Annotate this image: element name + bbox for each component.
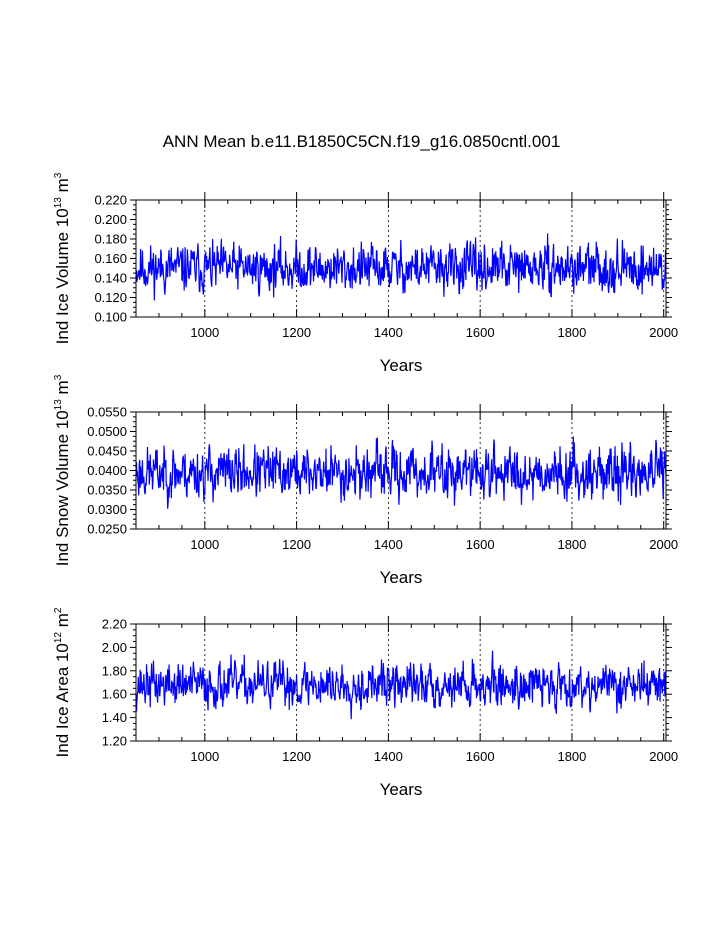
ice-volume-y-tick-label: 0.120 <box>94 290 127 305</box>
snow-volume-x-tick-label: 2000 <box>649 537 678 552</box>
ice-volume-x-tick-label: 2000 <box>649 325 678 340</box>
ice-volume-x-tick-label: 1000 <box>190 325 219 340</box>
ice-area-x-axis-label: Years <box>380 780 423 799</box>
ice-area-x-tick-label: 2000 <box>649 749 678 764</box>
ice-area-series-line <box>135 650 667 720</box>
ice-area-x-tick-label: 1200 <box>282 749 311 764</box>
ice-area-y-axis-label: Ind Ice Area 1012 m2 <box>53 607 72 757</box>
ice-volume-panel: 1000 1200 1400 1600 1800 2000 0.100 0.120 0.140 0… <box>0 172 723 397</box>
snow-volume-series-line <box>135 436 667 509</box>
ice-area-x-tick-label: 1400 <box>374 749 403 764</box>
snow-volume-panel: 1000 1200 1400 1600 1800 2000 0.0250 0.0300 0.03… <box>0 374 723 609</box>
ice-volume-y-tick-label: 0.100 <box>94 310 127 325</box>
snow-volume-y-tick-label: 0.0250 <box>87 522 127 537</box>
ice-volume-y-tick-label: 0.200 <box>94 212 127 227</box>
snow-volume-x-tick-label: 1200 <box>282 537 311 552</box>
ice-volume-y-axis-label: Ind Ice Volume 1013 m3 <box>53 172 72 344</box>
snow-volume-x-tick-label: 1800 <box>557 537 586 552</box>
ice-volume-y-tick-label: 0.140 <box>94 271 127 286</box>
ice-area-y-tick-label: 1.80 <box>102 663 127 678</box>
ice-volume-x-tick-label: 1800 <box>557 325 586 340</box>
snow-volume-y-axis-label: Ind Snow Volume 1013 m3 <box>53 374 72 566</box>
ice-area-y-tick-label: 2.20 <box>102 617 127 632</box>
snow-volume-x-tick-label: 1400 <box>374 537 403 552</box>
snow-volume-y-tick-label: 0.0350 <box>87 483 127 498</box>
snow-volume-x-tick-label: 1600 <box>466 537 495 552</box>
ice-volume-y-tick-label: 0.160 <box>94 251 127 266</box>
snow-volume-x-axis-label: Years <box>380 568 423 587</box>
ice-area-panel: 1000 1200 1400 1600 1800 2000 1.20 1.40 1.60 1.80… <box>0 607 723 821</box>
ice-volume-series-line <box>135 233 667 301</box>
ice-area-x-tick-label: 1000 <box>190 749 219 764</box>
ice-area-x-tick-label: 1600 <box>466 749 495 764</box>
ice-volume-x-tick-label: 1400 <box>374 325 403 340</box>
snow-volume-x-tick-label: 1000 <box>190 537 219 552</box>
ice-volume-y-tick-label: 0.180 <box>94 232 127 247</box>
ice-area-y-tick-label: 2.00 <box>102 640 127 655</box>
ice-area-x-tick-label: 1800 <box>557 749 586 764</box>
ice-area-y-tick-label: 1.40 <box>102 710 127 725</box>
ice-area-chart: 1000 1200 1400 1600 1800 2000 1.20 1.40 1.60 1.80… <box>53 607 678 799</box>
ice-area-y-tick-label: 1.60 <box>102 687 127 702</box>
ice-area-y-tick-label: 1.20 <box>102 734 127 749</box>
ice-volume-x-tick-label: 1200 <box>282 325 311 340</box>
ice-volume-chart: 1000 1200 1400 1600 1800 2000 0.100 0.120 0.140 0… <box>53 172 678 375</box>
ice-volume-x-tick-label: 1600 <box>466 325 495 340</box>
snow-volume-y-tick-label: 0.0550 <box>87 405 127 420</box>
snow-volume-y-tick-label: 0.0500 <box>87 424 127 439</box>
snow-volume-y-tick-label: 0.0400 <box>87 463 127 478</box>
chart-title: ANN Mean b.e11.B1850C5CN.f19_g16.0850cnt… <box>162 132 561 151</box>
snow-volume-y-tick-label: 0.0300 <box>87 502 127 517</box>
ice-volume-x-axis-label: Years <box>380 356 423 375</box>
ice-volume-y-tick-label: 0.220 <box>94 193 127 208</box>
snow-volume-chart: 1000 1200 1400 1600 1800 2000 0.0250 0.0300 0.03… <box>53 374 678 587</box>
snow-volume-y-tick-label: 0.0450 <box>87 444 127 459</box>
